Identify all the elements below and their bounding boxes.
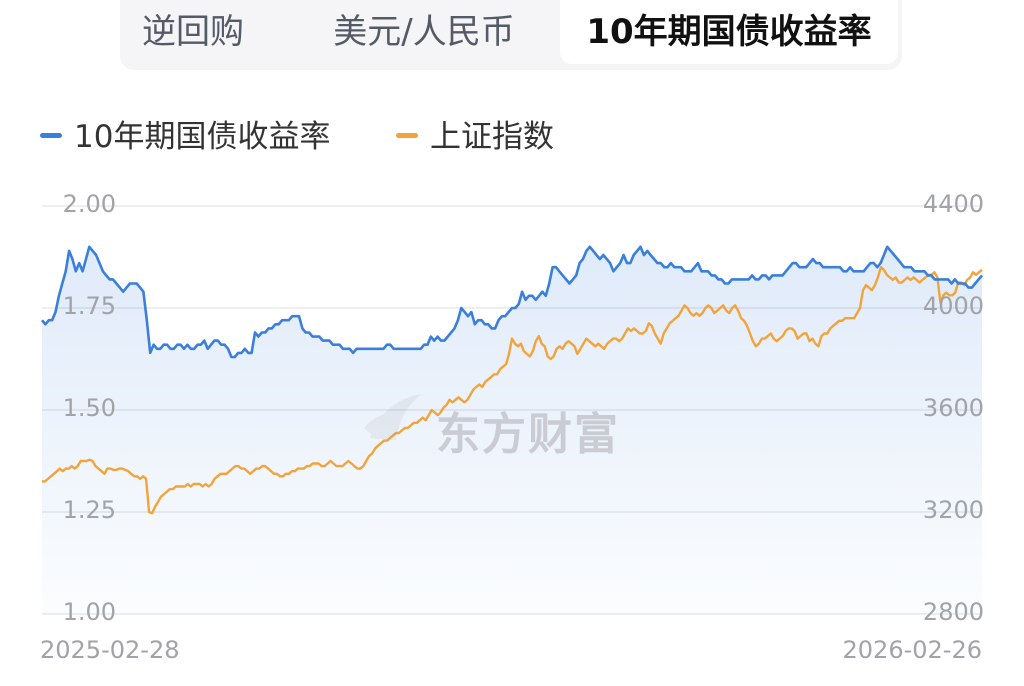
tab-usd-cny[interactable]: 美元/人民币 xyxy=(333,12,515,52)
legend-label-index: 上证指数 xyxy=(430,119,554,155)
y-left-tick-label: 1.00 xyxy=(62,598,116,626)
x-end-date-label: 2026-02-26 xyxy=(842,636,982,664)
y-left-tick-label: 1.25 xyxy=(62,496,116,524)
y-left-tick-label: 2.00 xyxy=(62,190,116,218)
tab-reverse-repo[interactable]: 逆回购 xyxy=(142,12,244,52)
y-left-tick-label: 1.75 xyxy=(62,292,116,320)
x-start-date-label: 2025-02-28 xyxy=(40,636,180,664)
legend-item-yield[interactable]: 10年期国债收益率 xyxy=(40,112,330,162)
y-right-tick-label: 2800 xyxy=(922,598,984,626)
tab-bar: 逆回购 美元/人民币 10年期国债收益率 xyxy=(120,0,902,70)
legend-swatch-yield xyxy=(40,133,62,138)
y-left-tick-label: 1.50 xyxy=(62,394,116,422)
y-right-tick-label: 3200 xyxy=(922,496,984,524)
legend-swatch-index xyxy=(396,133,418,138)
eastmoney-logo-icon xyxy=(364,394,422,440)
y-right-tick-label: 4000 xyxy=(922,292,984,320)
legend-item-index[interactable]: 上证指数 xyxy=(396,112,554,162)
y-right-tick-label: 3600 xyxy=(922,394,984,422)
y-right-tick-label: 4400 xyxy=(922,190,984,218)
yield-area-fill xyxy=(42,246,982,615)
legend-label-yield: 10年期国债收益率 xyxy=(74,119,331,155)
series-line-yield xyxy=(40,245,983,359)
watermark-text: 东方财富 xyxy=(436,409,620,460)
series-line-index xyxy=(42,266,983,515)
tab-10y-bond-yield[interactable]: 10年期国债收益率 xyxy=(560,0,898,64)
